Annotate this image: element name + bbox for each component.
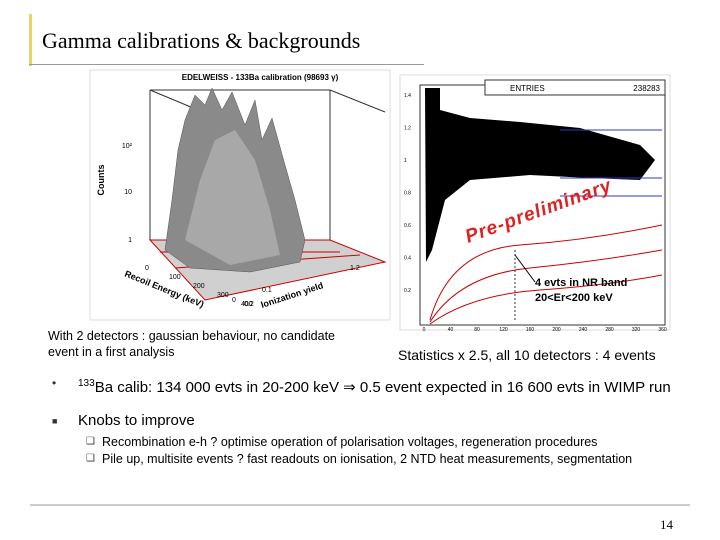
bullet-marker: •	[52, 376, 57, 390]
stats-value: 238283	[633, 84, 660, 93]
tick-label: 0.4	[404, 256, 411, 262]
tick-label: 120	[499, 327, 508, 333]
tick-label: 10	[124, 189, 132, 196]
page-number: 14	[660, 517, 673, 532]
bullet-text: Ba calib: 134 000 evts in 20-200 keV ⇒ 0…	[94, 379, 671, 396]
caption: With 2 detectors : gaussian behaviour, n…	[48, 329, 335, 359]
tick-label: 280	[605, 327, 614, 333]
superscript: 133	[78, 378, 95, 389]
sub-marker: ❑	[86, 436, 95, 447]
tick-label: 200	[552, 327, 561, 333]
tick-label: 160	[526, 327, 535, 333]
tick-label: 1.2	[404, 126, 411, 132]
slide-title: Gamma calibrations & backgrounds	[42, 28, 361, 53]
tick-label: 300	[217, 292, 229, 299]
tick-label: 0	[232, 297, 236, 304]
tick-label: 200	[193, 283, 205, 290]
tick-label: 40	[448, 327, 454, 333]
bullet-marker: ■	[52, 416, 58, 426]
annotation-pointer	[514, 254, 536, 283]
nr-band	[429, 274, 663, 325]
tick-label: 360	[658, 327, 667, 333]
stats-box	[484, 79, 666, 96]
caption: Statistics x 2.5, all 10 detectors : 4 e…	[398, 347, 656, 363]
tick-label: 1.4	[404, 93, 411, 99]
tick-label: 240	[579, 327, 588, 333]
annotation: 4 evts in NR band	[535, 277, 627, 289]
scatter-band	[425, 88, 655, 262]
title-rule	[29, 64, 424, 65]
tick-label: 0	[145, 265, 149, 272]
nr-band	[429, 249, 663, 323]
tick-label: 0.2	[244, 301, 254, 308]
tick-label: 1.2	[350, 265, 360, 272]
nr-band	[429, 224, 663, 321]
plot-title: EDELWEISS - 133Ba calibration (98693 γ)	[182, 73, 339, 82]
tick-label: 80	[474, 327, 480, 333]
stats-label: ENTRIES	[510, 84, 545, 93]
bullet: Knobs to improve	[78, 412, 195, 429]
tick-label: 320	[632, 327, 641, 333]
tick-label: 0.8	[404, 191, 411, 197]
axis-label: Counts	[96, 165, 106, 196]
tick-label: 400	[241, 301, 253, 308]
annotation: 20<Er<200 keV	[535, 292, 613, 304]
tick-label: 0.2	[404, 288, 411, 294]
surface-highlight	[185, 130, 280, 265]
accent-bar	[29, 14, 32, 66]
tick-label: 10²	[122, 143, 133, 150]
tick-label: 100	[169, 274, 181, 281]
tick-label: 1	[128, 237, 132, 244]
tick-label: 0	[423, 327, 426, 333]
sub-marker: ❑	[86, 453, 95, 464]
tick-label: 1	[404, 158, 407, 164]
axis	[329, 89, 386, 113]
sub-bullet: Recombination e-h ? optimise operation o…	[102, 435, 598, 449]
tick-label: 0.1	[262, 287, 272, 294]
sub-bullet: Pile up, multisite events ? fast readout…	[102, 452, 633, 466]
bullet: 133Ba calib: 134 000 evts in 20-200 keV …	[78, 374, 678, 397]
tick-label: 0.6	[404, 223, 411, 229]
